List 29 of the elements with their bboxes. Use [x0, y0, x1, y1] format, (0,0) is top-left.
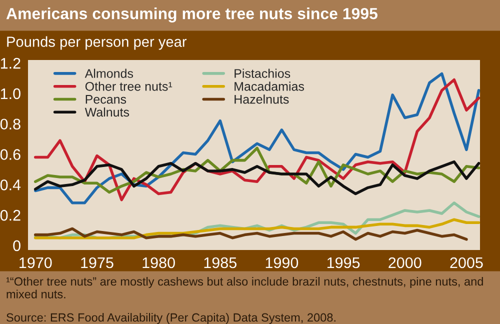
- y-tick-label: 0.6: [0, 149, 20, 160]
- y-tick-label: 0: [13, 240, 20, 252]
- x-tick-label: 2000: [388, 257, 422, 268]
- text: ¹“Other tree nuts” are mostly cashews but also include brazil nuts, chestnuts, pine nuts, and mixed nuts.: [6, 277, 483, 298]
- line-series: [34, 218, 480, 240]
- x-tick-label: 2005: [450, 257, 483, 268]
- y-axis-title: Pounds per person per year: [7, 36, 187, 50]
- y-tick-label: 1.2: [0, 58, 20, 69]
- line-series: [34, 160, 480, 196]
- x-tick-label: 1975: [81, 257, 114, 268]
- chart-title: Americans consuming more tree nuts since 1995: [6, 8, 378, 22]
- legend-label: Hazelnuts: [234, 94, 289, 104]
- y-tick-label: 0.2: [0, 210, 20, 221]
- legend-label: Walnuts: [84, 107, 130, 117]
- x-tick-label: 1970: [20, 257, 52, 268]
- x-tick-label: 1995: [327, 257, 360, 268]
- line-series: [34, 227, 468, 241]
- legend-label: Macadamias: [234, 82, 304, 91]
- source-note: Source: ERS Food Availability (Per Capita) Data System, 2008.: [6, 313, 336, 324]
- y-tick-label: 1.0: [0, 88, 20, 100]
- legend-label: Almonds: [84, 68, 134, 78]
- legend-label: Other tree nuts¹: [85, 82, 172, 91]
- x-tick-label: 1980: [142, 257, 175, 268]
- y-tick-label: 0.8: [0, 118, 20, 130]
- x-tick-label: 1985: [204, 257, 236, 268]
- legend-label: Pecans: [86, 95, 126, 104]
- x-tick-label: 1990: [266, 257, 298, 268]
- legend-label: Pistachios: [234, 68, 290, 78]
- y-tick-label: 0.4: [0, 180, 21, 190]
